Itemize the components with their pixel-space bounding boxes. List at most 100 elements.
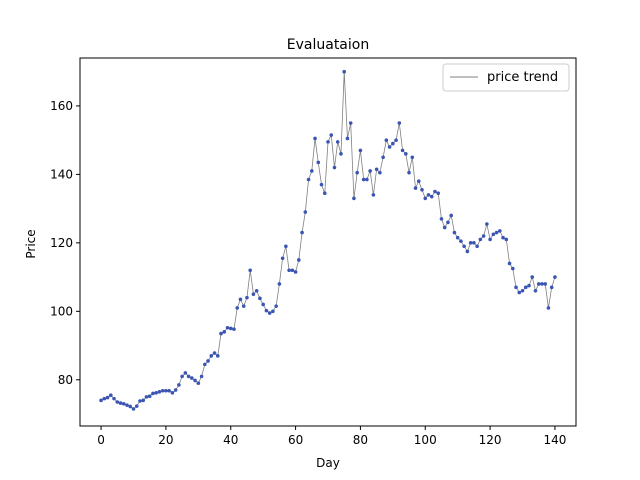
data-point bbox=[433, 189, 437, 194]
data-point bbox=[361, 177, 366, 182]
data-point bbox=[196, 381, 201, 386]
data-point bbox=[472, 241, 476, 245]
data-point bbox=[115, 400, 120, 404]
data-point bbox=[154, 390, 158, 395]
legend-box bbox=[442, 63, 570, 92]
data-point bbox=[228, 326, 233, 331]
data-point bbox=[488, 237, 492, 242]
y-tick-label: 120 bbox=[50, 236, 73, 250]
data-point bbox=[235, 306, 240, 310]
data-point bbox=[481, 234, 486, 238]
data-point bbox=[530, 275, 535, 279]
x-tick-label: 20 bbox=[158, 433, 173, 447]
data-point bbox=[449, 213, 453, 218]
data-point bbox=[238, 297, 243, 302]
series-line-price-trend bbox=[100, 71, 556, 410]
data-point bbox=[533, 288, 538, 293]
y-tick-label: 80 bbox=[58, 373, 73, 387]
data-point bbox=[374, 167, 379, 172]
data-point bbox=[546, 306, 551, 310]
plot-area bbox=[79, 57, 577, 427]
data-point bbox=[254, 288, 259, 293]
data-point bbox=[251, 292, 256, 297]
data-point bbox=[190, 376, 194, 380]
data-point bbox=[206, 359, 210, 363]
data-point bbox=[335, 140, 340, 144]
data-point bbox=[147, 394, 152, 399]
data-point bbox=[439, 217, 444, 221]
data-point bbox=[549, 285, 554, 290]
data-point bbox=[209, 354, 214, 358]
data-point bbox=[501, 235, 505, 240]
data-point bbox=[352, 196, 356, 201]
data-point bbox=[397, 121, 402, 125]
x-axis: 0 20 40 60 80 100 120 140 bbox=[97, 426, 566, 447]
data-point bbox=[423, 196, 428, 201]
x-axis-label: Day bbox=[316, 456, 340, 470]
data-point bbox=[112, 396, 116, 401]
data-point bbox=[180, 374, 184, 379]
x-tick-label: 100 bbox=[414, 433, 437, 447]
data-point bbox=[465, 249, 470, 254]
data-point bbox=[381, 155, 385, 160]
data-point bbox=[455, 235, 460, 240]
data-point bbox=[199, 374, 204, 379]
data-point bbox=[173, 388, 178, 392]
data-point bbox=[319, 182, 324, 187]
data-point bbox=[553, 275, 557, 279]
data-point bbox=[365, 177, 369, 182]
data-point bbox=[368, 169, 372, 173]
data-point bbox=[303, 210, 308, 214]
data-point bbox=[313, 136, 317, 141]
data-point bbox=[121, 401, 126, 406]
data-point bbox=[151, 391, 155, 396]
x-tick-label: 40 bbox=[223, 433, 238, 447]
data-point bbox=[177, 383, 181, 387]
data-point bbox=[485, 222, 489, 226]
data-point bbox=[475, 244, 479, 249]
x-tick-label: 140 bbox=[543, 433, 566, 447]
y-tick-label: 140 bbox=[50, 167, 73, 181]
data-point bbox=[193, 378, 197, 383]
data-point bbox=[102, 396, 107, 401]
data-point bbox=[371, 193, 376, 197]
data-point bbox=[400, 148, 405, 153]
data-point bbox=[284, 244, 288, 249]
data-point bbox=[459, 239, 463, 243]
legend: price trend bbox=[442, 63, 570, 92]
data-point bbox=[446, 220, 450, 225]
data-point bbox=[452, 230, 457, 235]
y-axis-label: Price bbox=[24, 229, 38, 258]
data-point bbox=[306, 177, 311, 182]
data-point bbox=[536, 282, 541, 286]
data-point bbox=[420, 187, 424, 192]
data-point bbox=[131, 407, 136, 411]
data-point bbox=[520, 288, 525, 293]
data-point bbox=[219, 331, 223, 336]
legend-entry-label: price trend bbox=[487, 70, 558, 85]
data-point bbox=[245, 295, 249, 300]
data-point bbox=[271, 309, 275, 314]
data-point bbox=[144, 395, 149, 399]
data-point bbox=[290, 268, 295, 273]
data-point bbox=[322, 191, 327, 196]
data-point bbox=[241, 304, 246, 308]
data-point bbox=[407, 170, 411, 175]
data-point bbox=[342, 69, 347, 74]
chart-title: Evaluataion bbox=[287, 37, 369, 53]
data-point bbox=[410, 155, 415, 160]
data-point bbox=[261, 302, 265, 307]
data-point bbox=[267, 311, 272, 315]
data-point bbox=[429, 194, 434, 199]
data-point bbox=[413, 186, 418, 190]
data-point bbox=[105, 395, 110, 400]
data-point bbox=[215, 354, 220, 358]
data-point bbox=[514, 285, 518, 290]
x-tick-label: 120 bbox=[479, 433, 502, 447]
data-point bbox=[339, 152, 343, 156]
data-point bbox=[167, 388, 171, 393]
data-point bbox=[404, 152, 408, 156]
data-point bbox=[494, 230, 499, 235]
data-point bbox=[316, 160, 321, 165]
data-point bbox=[212, 351, 217, 355]
